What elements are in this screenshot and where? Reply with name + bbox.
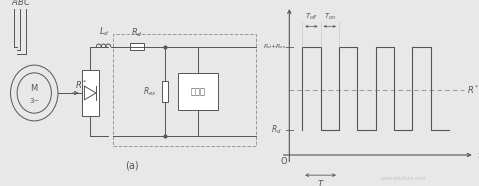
Text: O: O	[281, 158, 287, 166]
Text: B: B	[17, 0, 23, 7]
Text: $R_{ex}$: $R_{ex}$	[143, 85, 157, 98]
Text: $R^*$: $R^*$	[75, 79, 88, 92]
Bar	[82, 70, 99, 116]
Text: $R_d$: $R_d$	[271, 124, 282, 137]
Text: www.elecfans.com: www.elecfans.com	[381, 176, 426, 181]
Text: $T_{off}$: $T_{off}$	[305, 12, 318, 22]
Text: $R^*$: $R^*$	[467, 84, 479, 96]
Text: $R_d$: $R_d$	[131, 26, 143, 39]
Text: M: M	[31, 84, 38, 93]
Text: $R$: $R$	[285, 0, 293, 1]
Bar	[114, 34, 256, 146]
Text: 斩波器: 斩波器	[191, 87, 206, 96]
Text: 3~: 3~	[29, 98, 39, 104]
Text: $t$: $t$	[477, 149, 479, 161]
Text: A: A	[11, 0, 17, 7]
Text: $T_{on}$: $T_{on}$	[324, 12, 336, 22]
Text: $R_d$+$R_{ex}$: $R_d$+$R_{ex}$	[263, 42, 287, 51]
Text: $T$: $T$	[317, 178, 324, 186]
Text: (a): (a)	[125, 161, 138, 171]
Text: $L_d$: $L_d$	[99, 25, 109, 38]
Bar	[130, 43, 144, 50]
Bar	[162, 81, 168, 102]
Bar	[179, 73, 218, 110]
Text: C: C	[23, 0, 29, 7]
